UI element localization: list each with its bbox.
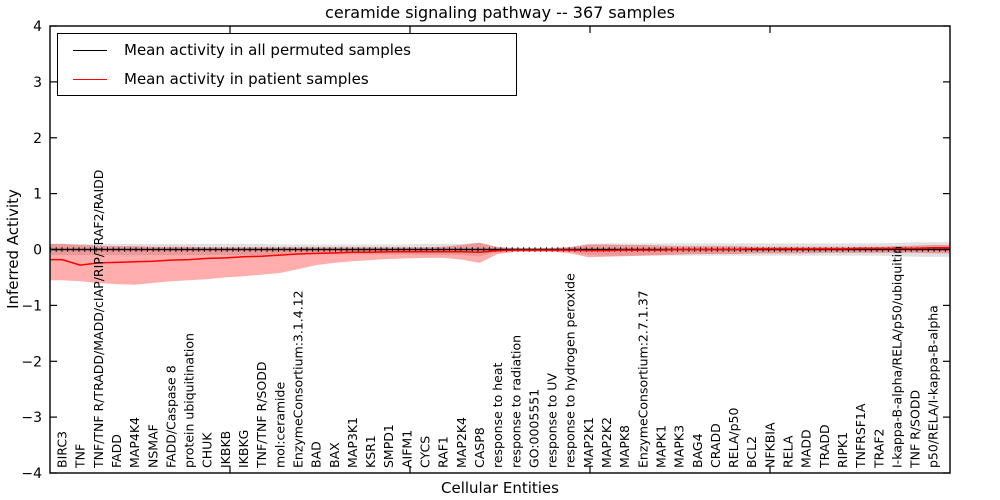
x-category-label: CHUK	[200, 432, 215, 468]
x-category-label: I-kappa-B-alpha/RELA/p50/ubiquitin	[889, 246, 904, 468]
legend-item-permuted: Mean activity in all permuted samples	[58, 37, 516, 63]
y-tick-label: 1	[33, 187, 42, 203]
x-category-label: CYCS	[418, 436, 433, 468]
x-category-label: NFKBIA	[762, 422, 777, 468]
x-category-label: MAP2K1	[581, 417, 596, 468]
y-tick-label: 3	[33, 75, 42, 91]
x-category-label: response to heat	[490, 362, 505, 468]
x-category-label: MADD	[799, 429, 814, 468]
x-category-label: TNF R/SODD	[908, 390, 923, 469]
x-category-label: EnzymeConsortium:3.1.4.12	[291, 290, 306, 468]
x-category-label: BAD	[309, 441, 324, 468]
x-category-label: RAF1	[436, 436, 451, 468]
x-category-label: TNF	[73, 444, 88, 469]
x-category-label: AIFM1	[399, 430, 414, 468]
x-category-label: TRADD	[817, 424, 832, 469]
x-category-label: MAP2K4	[454, 417, 469, 468]
x-category-label: MAP2K2	[599, 417, 614, 468]
x-category-label: MAPK1	[654, 425, 669, 468]
permuted-line-swatch	[73, 49, 107, 51]
x-category-label: IKBKG	[236, 430, 251, 468]
x-category-label: MAP4K4	[127, 417, 142, 468]
x-category-label: TNFRSF1A	[853, 403, 868, 469]
x-category-label: KSR1	[363, 435, 378, 468]
x-category-label: FADD	[109, 434, 124, 468]
x-category-label: SMPD1	[381, 424, 396, 468]
x-category-label: BCL2	[744, 436, 759, 468]
x-category-label: response to radiation	[508, 335, 523, 468]
patient-line-swatch	[73, 78, 107, 80]
legend: Mean activity in all permuted samples Me…	[57, 33, 517, 96]
y-tick-label: −3	[21, 410, 42, 426]
y-tick-label: −1	[21, 298, 42, 314]
legend-label-patient: Mean activity in patient samples	[124, 70, 369, 88]
x-category-label: p50/RELA/I-kappa-B-alpha	[926, 305, 941, 468]
x-axis-label: Cellular Entities	[441, 479, 559, 497]
x-category-label: response to hydrogen peroxide	[563, 273, 578, 468]
x-category-label: response to UV	[545, 373, 560, 468]
x-category-label: BAG4	[690, 433, 705, 468]
x-category-label: MAPK8	[617, 425, 632, 468]
y-tick-label: 4	[33, 19, 42, 35]
y-axis-label: Inferred Activity	[4, 189, 22, 309]
x-category-label: MAPK3	[672, 425, 687, 468]
y-tick-label: −4	[21, 466, 42, 482]
series-line-1	[50, 247, 950, 266]
x-category-label: RELA	[781, 435, 796, 468]
x-category-label: TRAF2	[871, 428, 886, 469]
x-category-label: FADD/Caspase 8	[163, 365, 178, 468]
x-category-label: MAP3K1	[345, 417, 360, 468]
x-category-label: RELA/p50	[726, 408, 741, 468]
x-category-label: IKBKB	[218, 431, 233, 468]
x-category-label: TNF/TNF R/TRADD/MADD/cIAP/RIP/TRAF2/RAID…	[91, 170, 106, 469]
y-tick-label: 2	[33, 131, 42, 147]
y-tick-label: −2	[21, 354, 42, 370]
chart-title: ceramide signaling pathway -- 367 sample…	[325, 3, 675, 22]
x-category-label: RIPK1	[835, 432, 850, 468]
x-category-label: protein ubiquitination	[182, 333, 197, 468]
legend-label-permuted: Mean activity in all permuted samples	[124, 41, 411, 59]
y-tick-label: 0	[33, 243, 42, 259]
series-band-1	[50, 242, 950, 285]
x-category-label: NSMAF	[145, 424, 160, 468]
x-category-label: mol:ceramide	[272, 382, 287, 468]
x-category-label: EnzymeConsortium:2.7.1.37	[635, 290, 650, 468]
x-category-label: TNF/TNF R/SODD	[254, 362, 269, 469]
x-category-label: BAX	[327, 442, 342, 468]
x-category-label: GO:0005551	[526, 389, 541, 468]
x-category-label: BIRC3	[55, 431, 70, 468]
legend-item-patient: Mean activity in patient samples	[58, 66, 516, 92]
x-category-label: CASP8	[472, 427, 487, 468]
x-category-label: CRADD	[708, 423, 723, 468]
